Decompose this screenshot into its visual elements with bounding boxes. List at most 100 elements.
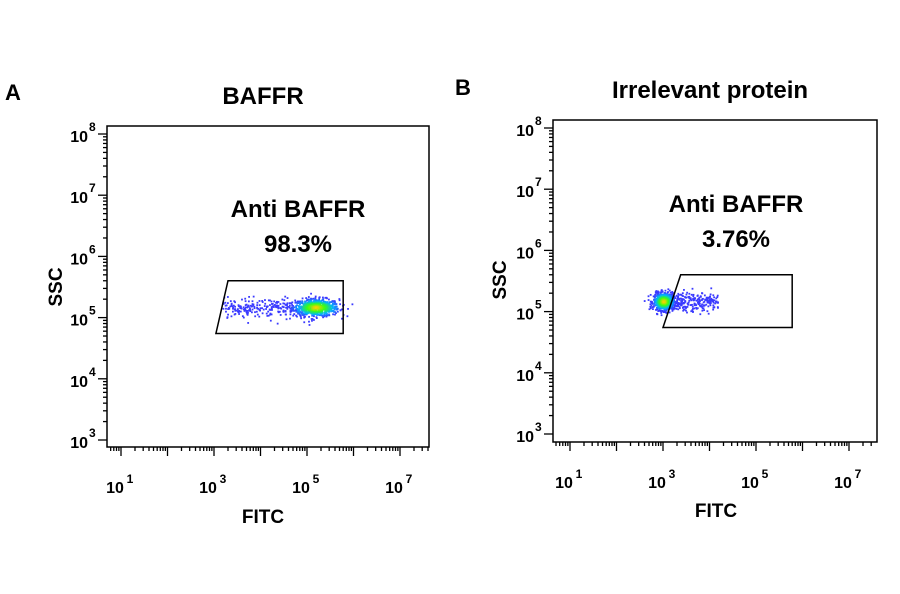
y-tick-exponent: 5 xyxy=(535,298,542,312)
scatter-point xyxy=(269,299,271,302)
scatter-point xyxy=(705,303,708,306)
x-tick-exponent: 7 xyxy=(406,472,413,486)
scatter-point xyxy=(258,304,261,307)
scatter-point xyxy=(691,305,694,308)
scatter-point xyxy=(298,308,300,311)
scatter-point xyxy=(280,307,283,310)
scatter-point xyxy=(680,297,682,300)
scatter-point xyxy=(254,315,257,318)
scatter-point xyxy=(708,300,710,303)
scatter-point xyxy=(311,308,313,310)
scatter-point xyxy=(316,306,319,309)
scatter-point xyxy=(710,299,712,302)
scatter-point xyxy=(332,300,335,303)
scatter-point xyxy=(667,304,670,306)
scatter-point xyxy=(234,308,237,311)
scatter-point xyxy=(677,305,680,308)
scatter-point xyxy=(351,303,354,306)
scatter-point xyxy=(306,311,309,313)
scatter-point xyxy=(250,311,253,314)
scatter-point xyxy=(692,298,694,300)
scatter-point xyxy=(665,296,668,299)
scatter-points xyxy=(222,292,354,326)
x-axis-label: FITC xyxy=(242,507,284,528)
scatter-point xyxy=(283,302,286,305)
scatter-point xyxy=(661,309,664,312)
gate-polygon[interactable] xyxy=(661,274,793,329)
scatter-point xyxy=(655,297,658,300)
scatter-point xyxy=(666,291,669,294)
scatter-point xyxy=(225,307,227,310)
scatter-point xyxy=(672,297,675,300)
scatter-point xyxy=(308,315,310,318)
scatter-point xyxy=(230,304,233,307)
scatter-point xyxy=(284,295,287,298)
scatter-point xyxy=(334,313,336,316)
scatter-point xyxy=(696,301,699,304)
scatter-point xyxy=(235,309,238,312)
scatter-point xyxy=(229,305,232,308)
scatter-point xyxy=(668,289,671,292)
scatter-point xyxy=(675,294,678,297)
scatter-point xyxy=(261,301,264,303)
scatter-point xyxy=(677,295,680,298)
scatter-point xyxy=(238,310,240,312)
scatter-point xyxy=(334,311,337,314)
scatter-point xyxy=(654,296,656,299)
scatter-point xyxy=(311,314,314,317)
scatter-point xyxy=(335,312,337,315)
scatter-point xyxy=(701,299,703,301)
scatter-point xyxy=(664,309,667,311)
y-tick-exponent: 3 xyxy=(89,426,96,440)
scatter-point xyxy=(276,305,278,308)
scatter-point xyxy=(674,307,677,310)
scatter-point xyxy=(684,306,687,309)
scatter-point xyxy=(674,303,676,306)
scatter-point xyxy=(244,297,247,300)
scatter-point xyxy=(712,308,715,311)
scatter-point xyxy=(252,304,255,307)
scatter-point xyxy=(709,293,712,296)
scatter-point xyxy=(696,294,699,297)
scatter-point xyxy=(304,313,307,315)
scatter-point xyxy=(222,307,225,310)
scatter-point xyxy=(315,316,318,319)
gate-polygon[interactable] xyxy=(214,280,344,335)
scatter-point xyxy=(684,305,687,308)
scatter-point xyxy=(706,300,709,303)
y-tick-label: 10 xyxy=(70,313,88,330)
x-tick-exponent: 3 xyxy=(669,467,676,481)
x-tick-exponent: 3 xyxy=(220,472,227,486)
scatter-point xyxy=(330,305,333,308)
scatter-point xyxy=(267,310,270,313)
scatter-point xyxy=(687,301,690,304)
scatter-point xyxy=(271,305,274,308)
scatter-point xyxy=(684,300,687,303)
scatter-point xyxy=(688,297,691,300)
scatter-point xyxy=(330,310,332,313)
scatter-point xyxy=(321,299,323,302)
x-tick-label: 10 xyxy=(741,475,759,492)
scatter-point xyxy=(299,314,302,317)
scatter-point xyxy=(242,316,245,319)
scatter-point xyxy=(652,306,655,308)
scatter-point xyxy=(678,303,681,306)
scatter-point xyxy=(239,310,242,313)
scatter-point xyxy=(304,308,306,311)
scatter-point xyxy=(296,304,298,307)
scatter-point xyxy=(307,296,310,298)
scatter-point xyxy=(677,292,680,295)
scatter-point xyxy=(341,308,343,311)
scatter-point xyxy=(683,305,686,308)
scatter-point xyxy=(708,301,711,304)
scatter-point xyxy=(269,312,272,315)
scatter-point xyxy=(332,305,334,308)
scatter-point xyxy=(688,295,691,298)
scatter-point xyxy=(660,289,663,292)
scatter-point xyxy=(702,297,704,300)
scatter-point xyxy=(701,305,703,308)
scatter-point xyxy=(294,301,297,304)
scatter-point xyxy=(673,304,676,307)
scatter-point xyxy=(710,298,713,301)
y-tick-label: 10 xyxy=(70,435,88,452)
